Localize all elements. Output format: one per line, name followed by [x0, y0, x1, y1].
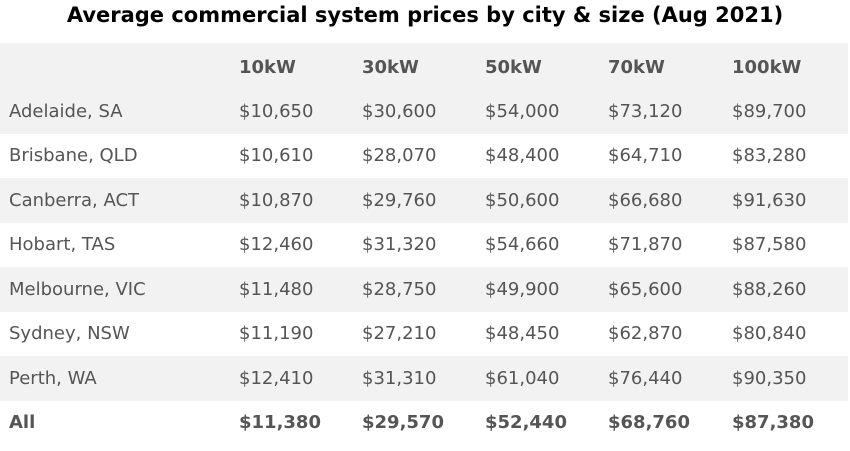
city-cell: Adelaide, SA: [9, 100, 123, 122]
city-cell: Melbourne, VIC: [9, 278, 146, 300]
price-cell: $10,870: [239, 189, 314, 211]
price-cell: $64,710: [608, 145, 683, 167]
table-row: All $11,380 $29,570 $52,440 $68,760 $87,380: [0, 400, 848, 445]
city-cell: All: [9, 412, 36, 434]
price-cell: $29,570: [362, 412, 444, 434]
table-body: Adelaide, SA $10,650 $30,600 $54,000 $73,120…: [0, 89, 848, 445]
price-cell: $90,350: [732, 367, 807, 389]
price-cell: $61,040: [485, 367, 560, 389]
price-cell: $48,450: [485, 323, 560, 345]
price-cell: $91,630: [732, 189, 807, 211]
table-row: Adelaide, SA $10,650 $30,600 $54,000 $73,120…: [0, 89, 848, 134]
header-row: 10kW 30kW 50kW 70kW 100kW: [0, 43, 848, 89]
header-cell-50kw: 50kW: [485, 56, 542, 78]
price-cell: $12,460: [239, 234, 314, 256]
city-cell: Perth, WA: [9, 367, 97, 389]
price-cell: $10,650: [239, 100, 314, 122]
price-cell: $80,840: [732, 323, 807, 345]
price-cell: $52,440: [485, 412, 567, 434]
price-cell: $12,410: [239, 367, 314, 389]
price-cell: $31,310: [362, 367, 437, 389]
city-cell: Canberra, ACT: [9, 189, 140, 211]
price-cell: $71,870: [608, 234, 683, 256]
price-cell: $54,660: [485, 234, 560, 256]
price-cell: $11,480: [239, 278, 314, 300]
city-cell: Sydney, NSW: [9, 323, 130, 345]
price-cell: $28,750: [362, 278, 437, 300]
price-table: 10kW 30kW 50kW 70kW 100kW Adelaide, SA $1…: [0, 43, 848, 445]
header-cell-70kw: 70kW: [608, 56, 665, 78]
price-cell: $83,280: [732, 145, 807, 167]
price-cell: $88,260: [732, 278, 807, 300]
header-cell-city: [0, 43, 231, 89]
price-cell: $87,380: [732, 412, 814, 434]
price-cell: $50,600: [485, 189, 560, 211]
header-cell-100kw: 100kW: [732, 56, 802, 78]
price-cell: $49,900: [485, 278, 560, 300]
header-cell-30kw: 30kW: [362, 56, 419, 78]
price-cell: $11,190: [239, 323, 314, 345]
price-cell: $54,000: [485, 100, 560, 122]
table-row: Canberra, ACT $10,870 $29,760 $50,600 $66,68…: [0, 178, 848, 223]
price-cell: $87,580: [732, 234, 807, 256]
price-cell: $68,760: [608, 412, 690, 434]
price-cell: $30,600: [362, 100, 437, 122]
price-table-container: 10kW 30kW 50kW 70kW 100kW Adelaide, SA $1…: [0, 43, 848, 445]
price-cell: $66,680: [608, 189, 683, 211]
table-row: Perth, WA $12,410 $31,310 $61,040 $76,440 $90…: [0, 356, 848, 401]
price-cell: $10,610: [239, 145, 314, 167]
price-cell: $73,120: [608, 100, 683, 122]
price-cell: $31,320: [362, 234, 437, 256]
table-row: Sydney, NSW $11,190 $27,210 $48,450 $62,870 $…: [0, 311, 848, 356]
price-cell: $89,700: [732, 100, 807, 122]
price-cell: $11,380: [239, 412, 321, 434]
price-cell: $28,070: [362, 145, 437, 167]
table-row: Melbourne, VIC $11,480 $28,750 $49,900 $65,6…: [0, 267, 848, 312]
price-cell: $65,600: [608, 278, 683, 300]
city-cell: Brisbane, QLD: [9, 145, 138, 167]
price-cell: $29,760: [362, 189, 437, 211]
header-cell-10kw: 10kW: [239, 56, 296, 78]
price-cell: $76,440: [608, 367, 683, 389]
price-cell: $27,210: [362, 323, 437, 345]
price-cell: $48,400: [485, 145, 560, 167]
city-cell: Hobart, TAS: [9, 234, 116, 256]
price-cell: $62,870: [608, 323, 683, 345]
table-row: Brisbane, QLD $10,610 $28,070 $48,400 $64,71…: [0, 133, 848, 178]
table-title: Average commercial system prices by city…: [66, 3, 784, 27]
table-row: Hobart, TAS $12,460 $31,320 $54,660 $71,870 $…: [0, 222, 848, 267]
